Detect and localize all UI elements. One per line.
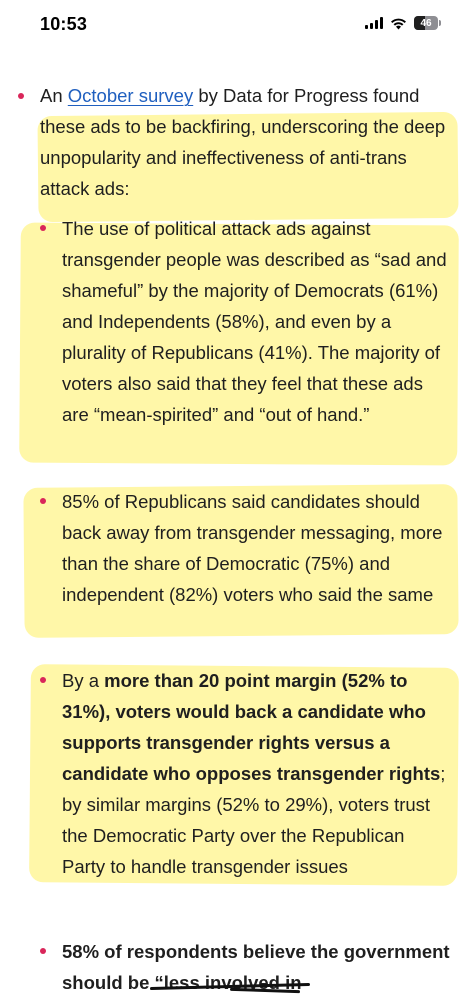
status-bar: 10:53 46 [0,0,462,52]
list-item: 58% of respondents believe the governmen… [62,936,452,998]
wifi-icon [391,18,406,29]
list-item-prefix: By a [62,670,105,691]
bullet-marker [40,498,46,504]
intro-prefix: An [40,85,68,106]
list-item-bold: 58% of respondents believe the governmen… [62,941,450,993]
list-item-bold: more than 20 point margin (52% to 31%), … [62,670,441,784]
list-item-text: The use of political attack ads against … [62,218,447,425]
battery-level [414,16,426,30]
status-time: 10:53 [40,14,88,34]
battery-percent: 46 [420,17,432,29]
october-survey-link[interactable]: October survey [67,85,194,106]
intro-paragraph: An October survey by Data for Progress f… [40,80,450,204]
list-item: By a more than 20 point margin (52% to 3… [62,665,452,882]
list-item: The use of political attack ads against … [62,213,452,430]
status-icons: 46 [365,16,441,30]
battery-icon: 46 [414,16,441,30]
list-item-text: 85% of Republicans said candidates shoul… [62,491,443,605]
list-item: 85% of Republicans said candidates shoul… [62,486,452,610]
signal-icon [365,17,383,29]
intro-suffix: by Data for Progress found these ads to … [40,85,446,199]
bullet-marker [40,948,46,954]
bullet-marker [40,677,46,683]
bullet-marker [40,225,46,231]
bullet-marker [18,93,24,99]
list-item-suffix: ; by similar margins (52% to 29%), voter… [62,763,446,877]
